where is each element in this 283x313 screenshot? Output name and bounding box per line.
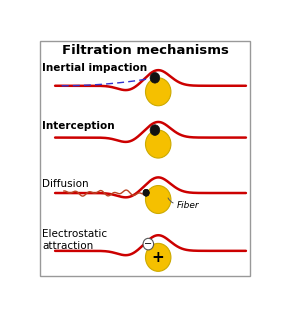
Text: Electrostatic
attraction: Electrostatic attraction <box>42 229 107 251</box>
Circle shape <box>150 125 160 136</box>
Circle shape <box>150 73 160 83</box>
Text: Interception: Interception <box>42 121 115 131</box>
Text: +: + <box>152 250 165 265</box>
Text: Filtration mechanisms: Filtration mechanisms <box>62 44 228 57</box>
Circle shape <box>145 186 171 213</box>
Circle shape <box>143 189 149 196</box>
Circle shape <box>145 130 171 158</box>
Circle shape <box>143 189 149 196</box>
Text: Inertial impaction: Inertial impaction <box>42 63 147 73</box>
Text: −: − <box>144 239 152 249</box>
Text: Fiber: Fiber <box>177 201 200 210</box>
Circle shape <box>145 78 171 106</box>
Circle shape <box>145 244 171 271</box>
Text: Diffusion: Diffusion <box>42 178 89 188</box>
Circle shape <box>143 238 154 250</box>
